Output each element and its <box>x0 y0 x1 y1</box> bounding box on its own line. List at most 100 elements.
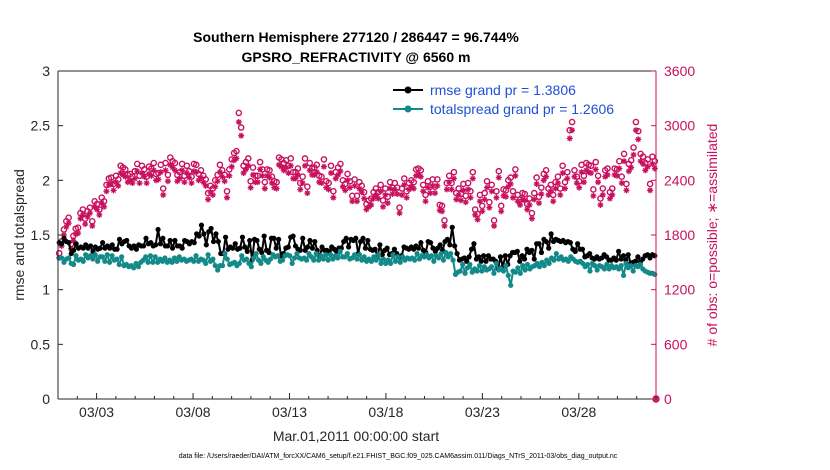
rmse-point <box>271 235 277 241</box>
rmse-point <box>652 253 658 259</box>
totalspread-point <box>476 263 483 269</box>
totalspread-point <box>71 261 77 268</box>
obs-assimilated-point <box>606 195 613 202</box>
rmse-point <box>437 242 443 248</box>
obs-possible-point <box>623 180 630 188</box>
totalspread-point <box>395 254 401 260</box>
totalspread-point <box>587 268 593 274</box>
obs-possible-point <box>597 195 604 202</box>
obs-possible-point <box>564 168 571 176</box>
totalspread-point <box>279 257 286 263</box>
totalspread-point <box>584 261 591 268</box>
totalspread-point <box>210 256 216 262</box>
obs-assimilated-point <box>469 175 476 182</box>
obs-possible-point <box>304 183 311 191</box>
rmse-point <box>343 235 349 241</box>
rmse-point <box>213 231 219 237</box>
obs-assimilated-point <box>216 169 223 176</box>
totalspread-point <box>412 257 418 263</box>
rmse-point <box>244 248 250 254</box>
obs-possible-point <box>481 189 488 197</box>
obs-assimilated-point <box>172 167 178 174</box>
obs-assimilated-point <box>448 186 455 193</box>
rmse-point <box>124 237 130 244</box>
rmse-point <box>613 257 619 263</box>
obs-possible-point <box>337 160 344 168</box>
obs-assimilated-point <box>176 175 183 182</box>
obs-assimilated-point <box>621 158 628 165</box>
obs-assimilated-point <box>495 174 502 181</box>
obs-possible-point <box>256 158 264 166</box>
rmse-point <box>242 244 248 250</box>
totalspread-point <box>335 255 341 261</box>
rmse-point <box>191 240 197 246</box>
obs-assimilated-point <box>512 172 519 179</box>
rmse-point <box>273 245 279 251</box>
totalspread-point <box>59 255 65 261</box>
obs-possible-point <box>646 180 654 188</box>
totalspread-point <box>397 259 403 265</box>
obs-assimilated-point <box>261 185 268 192</box>
totalspread-point <box>344 250 350 257</box>
rmse-point <box>172 237 178 244</box>
totalspread-point <box>505 272 511 279</box>
totalspread-point <box>92 252 98 258</box>
obs-possible-point <box>233 147 240 155</box>
totalspread-point <box>135 264 142 270</box>
totalspread-point <box>354 256 360 262</box>
obs-possible-point <box>571 167 578 174</box>
obs-assimilated-point <box>528 215 535 222</box>
obs-assimilated-point <box>644 163 651 170</box>
obs-assimilated-point <box>186 174 193 181</box>
obs-assimilated-point <box>590 192 597 199</box>
obs-assimilated-point <box>382 191 389 198</box>
rmse-point <box>312 238 318 245</box>
totalspread-point <box>102 258 108 264</box>
obs-assimilated-point <box>193 169 200 176</box>
obs-assimilated-point <box>188 180 195 187</box>
obs-possible-point <box>377 181 384 189</box>
totalspread-point <box>73 253 79 259</box>
obs-assimilated-point <box>592 166 599 173</box>
left-axis-ticks: 0 0.5 1 1.5 2 2.5 3 <box>31 63 63 407</box>
obs-assimilated-point <box>616 165 623 172</box>
x-tick-label: 03/18 <box>368 404 403 420</box>
obs-assimilated-point <box>79 211 86 218</box>
obs-assimilated-point <box>294 171 301 178</box>
obs-assimilated-point <box>571 173 578 180</box>
obs-assimilated-point <box>94 206 100 213</box>
obs-assimilated-point <box>328 170 334 177</box>
obs-assimilated-point <box>604 171 611 178</box>
obs-assimilated-point <box>533 180 540 187</box>
obs-possible-point <box>237 124 245 131</box>
rmse-point <box>466 254 472 260</box>
obs-assimilated-point <box>339 183 346 190</box>
obs-assimilated-point <box>70 237 77 244</box>
totalspread-point <box>174 258 180 264</box>
totalspread-point <box>323 252 329 258</box>
totalspread-point <box>104 252 110 258</box>
obs-assimilated-point <box>238 132 245 139</box>
obs-possible-point <box>561 178 569 186</box>
totalspread-point <box>275 253 281 259</box>
obs-assimilated-point <box>526 201 533 208</box>
totalspread-point <box>212 263 218 269</box>
rmse-point <box>59 241 65 247</box>
rmse-point <box>116 236 123 242</box>
obs-assimilated-point <box>599 191 606 198</box>
obs-assimilated-point <box>493 194 500 201</box>
obs-assimilated-point <box>545 191 552 198</box>
obs-assimilated-point <box>89 222 96 229</box>
obs-assimilated-point <box>268 180 275 187</box>
obs-assimilated-point <box>150 167 157 174</box>
totalspread-point <box>356 252 363 258</box>
totalspread-point <box>287 253 293 259</box>
rmse-point <box>353 235 359 241</box>
obs-assimilated-point <box>394 191 401 197</box>
obs-assimilated-point <box>481 196 488 203</box>
obs-assimilated-point <box>299 180 306 187</box>
obs-assimilated-point <box>472 211 479 218</box>
obs-possible-point <box>247 177 254 185</box>
totalspread-point <box>294 250 300 257</box>
obs-possible-point <box>587 162 595 170</box>
